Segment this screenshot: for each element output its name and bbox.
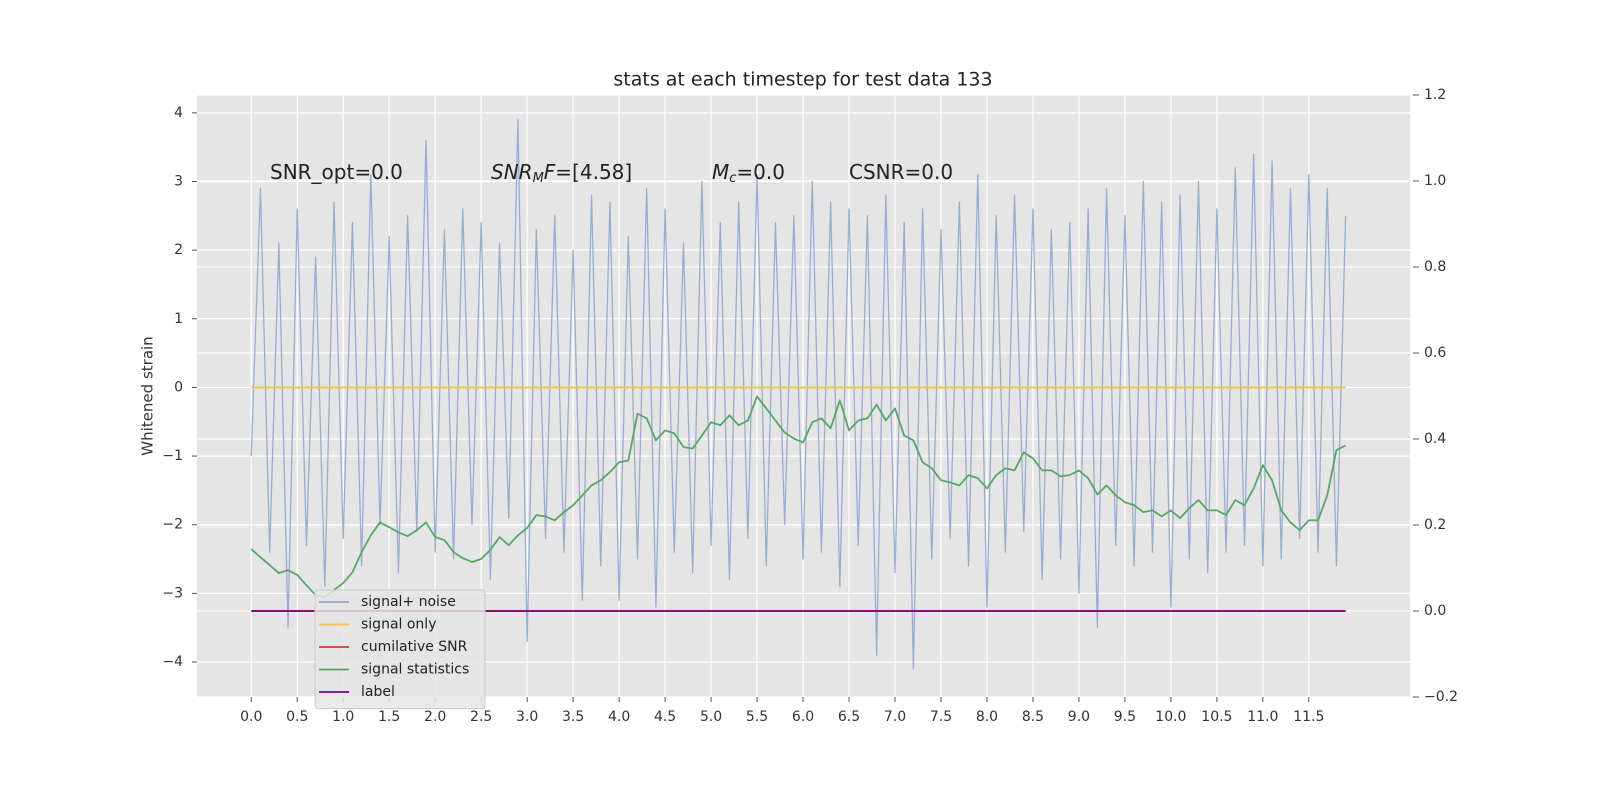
annotation: SNR_opt=0.0 [270,160,403,184]
series-line [250,395,1347,599]
x-tick-label: 6.0 [792,709,814,725]
x-tick-label: 0.0 [240,709,262,725]
x-tick-label: 5.5 [746,709,768,725]
y-axis-label: Whitened strain [139,336,157,455]
x-tick-label: 4.0 [608,709,630,725]
y2-tick-label: 1.0 [1424,173,1446,189]
x-tick-label: 9.5 [1114,709,1136,725]
y2-tick-label: −0.2 [1424,689,1458,705]
y2-tick-label: 0.0 [1424,603,1446,619]
x-tick-label: 4.5 [654,709,676,725]
legend-label: signal+ noise [361,594,456,610]
legend-label: signal only [361,617,436,633]
x-tick-label: 6.5 [838,709,860,725]
x-tick-label: 11.0 [1247,709,1278,725]
legend-label: signal statistics [361,662,469,678]
y-tick-label: −3 [162,585,183,601]
x-tick-label: 3.0 [516,709,538,725]
x-tick-label: 2.5 [470,709,492,725]
x-tick-label: 7.0 [884,709,906,725]
y-tick-label: −4 [162,654,183,670]
x-tick-label: 8.0 [976,709,998,725]
y2-tick-label: 0.2 [1424,517,1446,533]
legend-box [314,589,486,709]
chart-title: stats at each timestep for test data 133 [613,69,992,91]
y2-tick-label: 0.6 [1424,345,1446,361]
annotation-part: M [533,171,544,186]
annotation-part: =[4.58] [555,160,632,184]
x-tick-label: 11.5 [1293,709,1324,725]
x-tick-label: 10.0 [1155,709,1186,725]
legend-label: label [361,684,395,700]
annotation-part: =0.0 [736,160,785,184]
annotation-part: SNR [491,160,533,184]
y-tick-label: 4 [174,105,183,121]
y2-tick-label: 0.8 [1424,259,1446,275]
x-tick-label: 9.0 [1068,709,1090,725]
legend: signal+ noise signal only cumilative SNR si… [314,589,486,709]
annotation-part: F [544,160,556,184]
annotation: Mc=0.0 [712,160,785,186]
x-tick-label: 3.5 [562,709,584,725]
y-tick-label: −2 [162,517,183,533]
y-tick-label: −1 [162,448,183,464]
x-tick-label: 10.5 [1201,709,1232,725]
x-tick-label: 5.0 [700,709,722,725]
legend-label: cumilative SNR [361,639,468,655]
x-tick-label: 2.0 [424,709,446,725]
y-tick-label: 1 [174,311,183,327]
x-tick-label: 7.5 [930,709,952,725]
annotation-part: CSNR=0.0 [849,160,953,184]
y-tick-label: 0 [174,379,183,395]
annotation-part: SNR_opt=0.0 [270,160,403,184]
x-tick-label: 1.5 [378,709,400,725]
x-tick-label: 1.0 [332,709,354,725]
annotation-part: c [729,171,736,186]
y2-tick-label: 1.2 [1424,87,1446,103]
x-tick-label: 0.5 [286,709,308,725]
annotation-part: M [712,160,729,184]
y-tick-label: 2 [174,242,183,258]
y-tick-label: 3 [174,173,183,189]
annotation: SNRMF=[4.58] [491,160,632,186]
x-tick-label: 8.5 [1022,709,1044,725]
annotation: CSNR=0.0 [849,160,953,184]
y2-tick-label: 0.4 [1424,431,1446,447]
